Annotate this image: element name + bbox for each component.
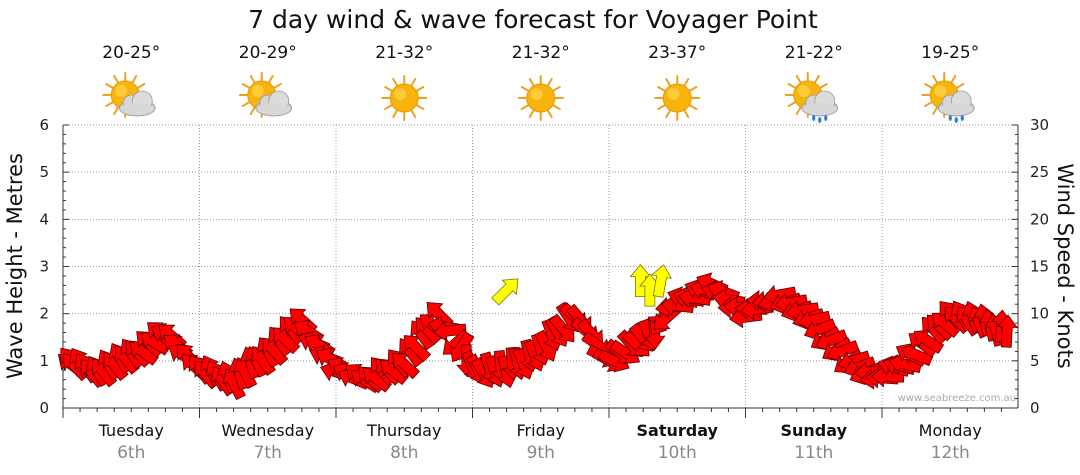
tick-label-right: 0	[1030, 399, 1040, 417]
tick-label-right: 10	[1030, 305, 1049, 323]
tick-label-left: 0	[39, 399, 49, 417]
rain-shower-icon	[784, 72, 839, 123]
day-temperature: 20-25°	[102, 43, 160, 63]
sunny-icon	[654, 75, 701, 121]
wind-arrow	[403, 335, 432, 363]
watermark: www.seabreeze.com.au	[898, 393, 1016, 404]
rain-shower-icon	[921, 72, 975, 123]
day-date-label: 6th	[117, 443, 145, 463]
y-axis-label-left: Wave Height - Metres	[3, 153, 27, 379]
day-name-label: Wednesday	[221, 421, 314, 440]
wind-arrow	[996, 314, 1019, 348]
day-name-label: Tuesday	[98, 421, 164, 440]
day-date-label: 7th	[254, 443, 282, 463]
day-date-label: 8th	[390, 443, 418, 463]
sunny-icon	[517, 75, 564, 121]
day-name-label: Friday	[517, 421, 566, 440]
day-temperature: 21-32°	[375, 43, 433, 63]
tick-label-left: 5	[39, 163, 49, 181]
day-name-label: Saturday	[637, 421, 719, 440]
tick-label-right: 5	[1030, 352, 1040, 370]
wind-arrows-layer	[57, 263, 1019, 401]
wind-arrow-highlight	[639, 273, 661, 307]
labels-layer: 0 1 2 3 4 5 6 0 5 10 15 20 25 30 Tuesday 6th Wednesday 7t…	[39, 116, 1049, 463]
chart-title: 7 day wind & wave forecast for Voyager P…	[248, 5, 818, 34]
day-temperature: 23-37°	[648, 43, 706, 63]
day-date-label: 9th	[527, 443, 555, 463]
wind-arrow	[433, 320, 467, 342]
day-temperature: 21-32°	[512, 43, 570, 63]
tick-label-left: 4	[39, 210, 49, 228]
day-temperature: 19-25°	[921, 43, 979, 63]
sunny-icon	[381, 75, 428, 121]
day-name-label: Sunday	[781, 421, 848, 440]
y-axis-label-right: Wind Speed - Knots	[1053, 163, 1077, 368]
tick-label-left: 6	[39, 116, 49, 134]
tick-label-right: 25	[1030, 163, 1049, 181]
day-temperature: 21-22°	[785, 43, 843, 63]
day-date-label: 10th	[658, 443, 697, 463]
day-temperature: 20-29°	[239, 43, 297, 63]
partly-cloudy-icon	[102, 72, 156, 118]
axes-layer	[62, 124, 1019, 418]
wind-arrow-highlight	[491, 278, 519, 306]
day-name-label: Thursday	[366, 421, 441, 440]
tick-label-left: 1	[39, 352, 49, 370]
tick-label-right: 15	[1030, 258, 1049, 276]
tick-label-left: 3	[39, 258, 49, 276]
tick-label-left: 2	[39, 305, 49, 323]
tick-label-right: 30	[1030, 116, 1049, 134]
day-date-label: 12th	[931, 443, 970, 463]
tick-label-right: 20	[1030, 210, 1049, 228]
partly-cloudy-icon	[238, 72, 293, 118]
weather-icons-layer: 20-25° 20-29° 21-32° 21-32° 23-37° 21-22° 19-2…	[102, 43, 979, 123]
wind-arrow-highlight	[650, 264, 673, 298]
day-date-label: 11th	[794, 443, 833, 463]
day-name-label: Monday	[919, 421, 982, 440]
